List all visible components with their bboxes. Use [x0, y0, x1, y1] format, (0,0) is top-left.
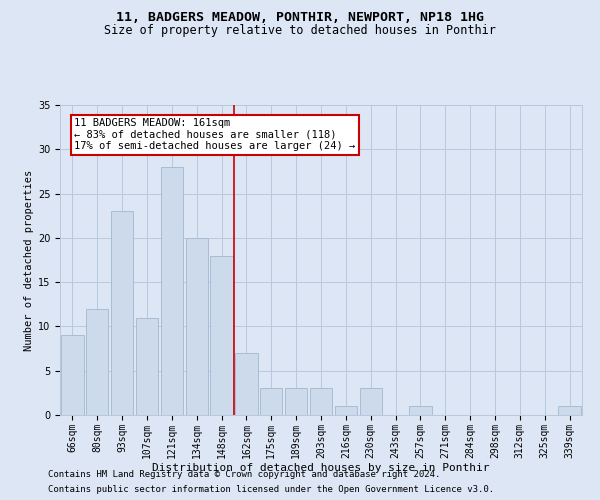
Y-axis label: Number of detached properties: Number of detached properties	[23, 170, 34, 350]
Bar	[185, 238, 208, 415]
Bar	[359, 388, 382, 415]
Bar	[285, 388, 307, 415]
Bar	[260, 388, 283, 415]
Text: Contains HM Land Registry data © Crown copyright and database right 2024.: Contains HM Land Registry data © Crown c…	[48, 470, 440, 479]
Text: Size of property relative to detached houses in Ponthir: Size of property relative to detached ho…	[104, 24, 496, 37]
Bar	[86, 308, 109, 415]
Bar	[235, 353, 257, 415]
Text: 11, BADGERS MEADOW, PONTHIR, NEWPORT, NP18 1HG: 11, BADGERS MEADOW, PONTHIR, NEWPORT, NP…	[116, 11, 484, 24]
Text: 11 BADGERS MEADOW: 161sqm
← 83% of detached houses are smaller (118)
17% of semi: 11 BADGERS MEADOW: 161sqm ← 83% of detac…	[74, 118, 356, 152]
Text: Contains public sector information licensed under the Open Government Licence v3: Contains public sector information licen…	[48, 485, 494, 494]
Bar	[136, 318, 158, 415]
Bar	[61, 336, 83, 415]
Bar	[335, 406, 357, 415]
Bar	[559, 406, 581, 415]
Bar	[211, 256, 233, 415]
X-axis label: Distribution of detached houses by size in Ponthir: Distribution of detached houses by size …	[152, 464, 490, 473]
Bar	[111, 212, 133, 415]
Bar	[161, 167, 183, 415]
Bar	[409, 406, 431, 415]
Bar	[310, 388, 332, 415]
